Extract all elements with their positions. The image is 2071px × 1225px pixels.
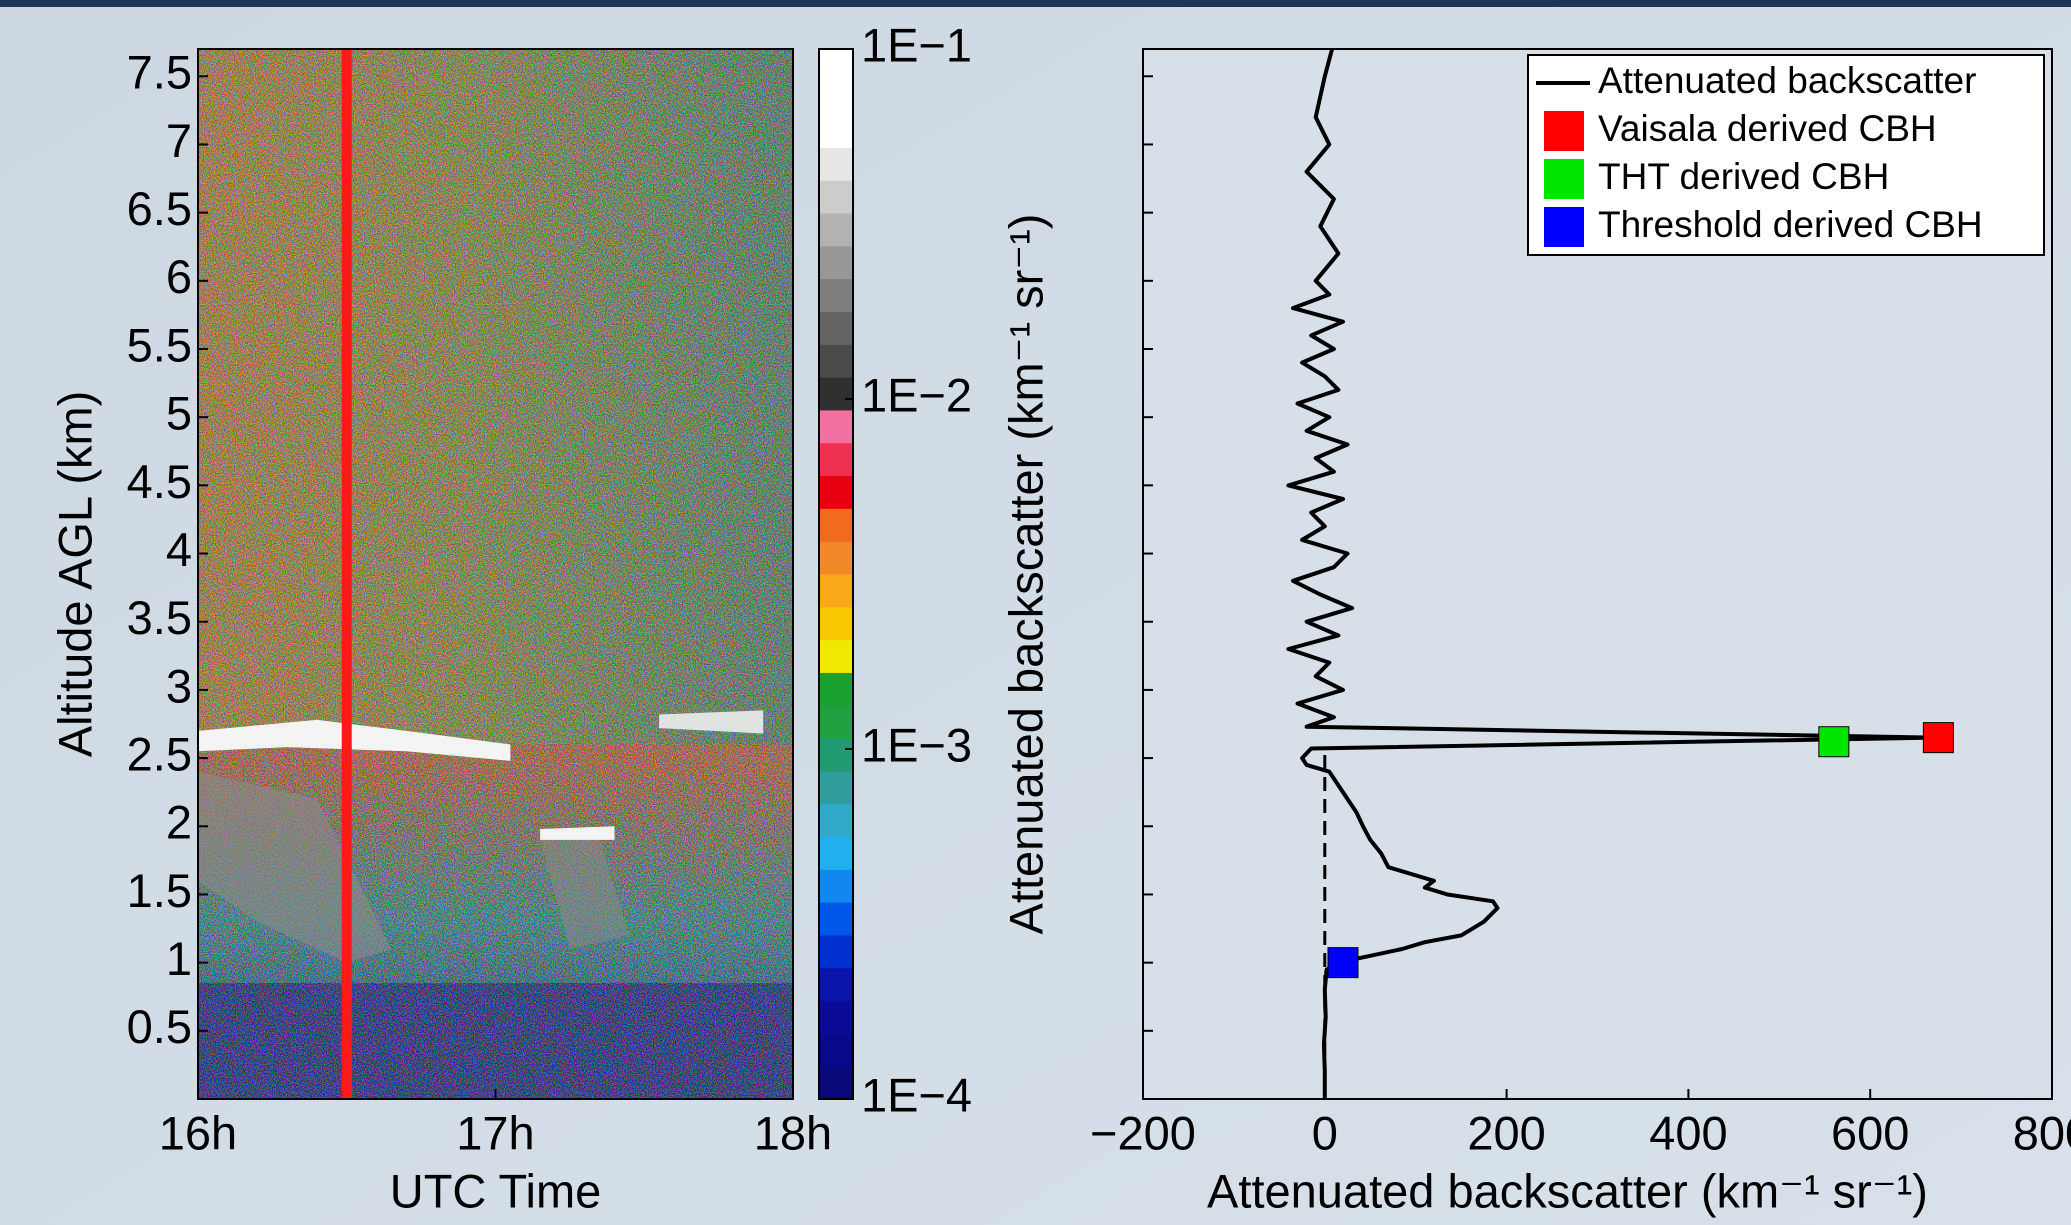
x-axis-label: UTC Time (390, 1164, 602, 1217)
heatmap-image (198, 49, 793, 1099)
colorbar-swatch (819, 508, 853, 542)
y-tick-label: 2.5 (127, 728, 192, 781)
x-tick-label: 400 (1649, 1106, 1727, 1159)
colorbar-swatch (819, 738, 853, 772)
x-tick-label: 600 (1831, 1106, 1909, 1159)
y-tick-label: 0.5 (127, 1000, 192, 1053)
colorbar-swatch (819, 934, 853, 969)
colorbar-swatch (819, 639, 853, 673)
x-tick-label: 0 (1312, 1106, 1338, 1159)
colorbar-swatch (819, 245, 853, 280)
profile-line (1286, 48, 1936, 1099)
y-tick-label: 4 (166, 523, 192, 576)
y-tick-label: 5 (166, 387, 192, 440)
cloud-patch (540, 826, 615, 840)
colorbar-swatch (819, 705, 853, 739)
colorbar-tick-label: 1E−4 (861, 1068, 972, 1121)
heatmap-speckle (198, 49, 793, 1099)
colorbar-swatch (819, 902, 853, 936)
colorbar-swatch (819, 475, 853, 509)
cbh-marker (1327, 947, 1359, 979)
legend-swatch (1544, 159, 1584, 199)
colorbar-swatch (819, 606, 853, 641)
legend-swatch (1544, 207, 1584, 247)
colorbar-swatch (819, 377, 853, 411)
colorbar-swatch (819, 442, 853, 477)
colorbar-swatch (819, 409, 853, 444)
colorbar-label: Attenuated backscatter (km⁻¹ sr⁻¹) (999, 214, 1052, 935)
legend-swatch (1544, 111, 1584, 151)
cbh-marker (1922, 722, 1954, 754)
x-axis-label: Attenuated backscatter (km⁻¹ sr⁻¹) (1207, 1164, 1928, 1217)
x-tick-label: −200 (1090, 1106, 1196, 1159)
colorbar-swatch (819, 967, 853, 1002)
colorbar-tick-label: 1E−3 (861, 718, 972, 771)
legend-label: Threshold derived CBH (1598, 204, 1983, 245)
gray-patch (540, 839, 630, 949)
plots: 0.5 1 1.5 2 2.5 3 3.5 4 4.5 5 5.5 6 6.5 7 7.5 16h 17h 18h… (48, 18, 2071, 1217)
header-band (0, 0, 2071, 7)
colorbar-tick-label: 1E−1 (861, 18, 972, 71)
y-tick-label: 1 (166, 932, 192, 985)
cloud-layer (198, 719, 511, 761)
colorbar-swatch (819, 1000, 853, 1034)
y-tick-label: 5.5 (127, 318, 192, 371)
legend-label: Attenuated backscatter (1598, 60, 1976, 101)
colorbar-swatch (819, 81, 853, 116)
x-tick-label: 16h (159, 1106, 237, 1159)
y-tick-label: 7.5 (127, 46, 192, 99)
x-tick-label: 200 (1467, 1106, 1545, 1159)
colorbar-swatch (819, 49, 853, 83)
colorbar-swatch (819, 147, 853, 181)
y-tick-label: 6.5 (127, 182, 192, 235)
colorbar-swatch (819, 574, 853, 608)
colorbar-swatch (819, 541, 853, 575)
colorbar-swatch (819, 1033, 853, 1067)
colorbar-swatch (819, 1066, 853, 1100)
colorbar-swatch (819, 278, 853, 312)
legend-box (1527, 54, 2045, 256)
y-tick-label: 4.5 (127, 455, 192, 508)
y-axis-label: Altitude AGL (km) (48, 391, 101, 758)
legend-label: THT derived CBH (1598, 156, 1889, 197)
cloud-patch (659, 710, 764, 734)
colorbar-tick-label: 1E−2 (861, 368, 972, 421)
colorbar-swatch (819, 213, 853, 247)
colorbar-swatch (819, 114, 853, 148)
x-tick-label: 17h (456, 1106, 534, 1159)
x-tick-label: 800 (2013, 1106, 2071, 1159)
y-tick-label: 6 (166, 250, 192, 303)
colorbar-swatch (819, 836, 853, 870)
colorbar-swatch (819, 311, 853, 345)
cbh-marker (1818, 726, 1850, 758)
x-tick-label: 18h (754, 1106, 832, 1159)
colorbar-frame (818, 48, 854, 1100)
legend-label: Vaisala derived CBH (1598, 108, 1937, 149)
colorbar-swatch (819, 770, 853, 805)
y-tick-label: 7 (166, 114, 192, 167)
colorbar-swatch (819, 180, 853, 214)
y-tick-label: 3 (166, 659, 192, 712)
colorbar-swatch (819, 672, 853, 706)
y-tick-label: 2 (166, 796, 192, 849)
colorbar-swatch (819, 803, 853, 837)
y-tick-label: 1.5 (127, 864, 192, 917)
y-tick-label: 3.5 (127, 591, 192, 644)
colorbar-swatch (819, 344, 853, 378)
colorbar-swatch (819, 869, 853, 903)
